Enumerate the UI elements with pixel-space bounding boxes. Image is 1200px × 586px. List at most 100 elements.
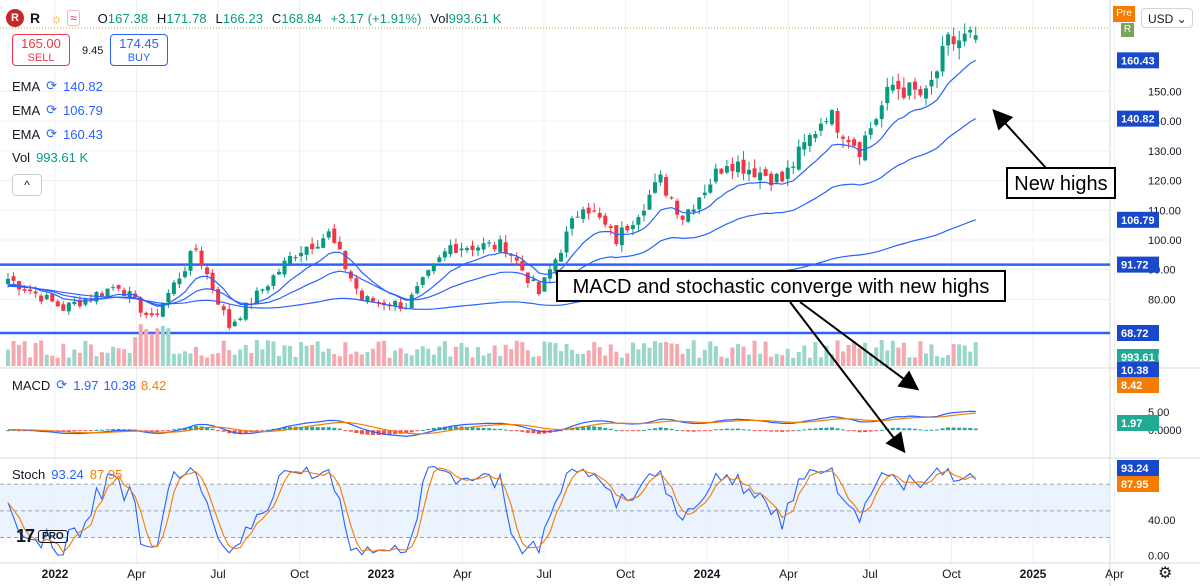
volume-bar [802, 345, 807, 366]
macd-hist-bar [752, 430, 757, 432]
volume-bar [100, 352, 105, 366]
macd-hist-bar [702, 430, 707, 432]
macd-hist-bar [841, 429, 846, 431]
candle [182, 271, 187, 278]
macd-settings-icon[interactable]: ⟳ [56, 377, 68, 392]
macd-hist-bar [769, 430, 774, 432]
macd-legend[interactable]: MACD ⟳ 1.97 10.38 8.42 [12, 377, 167, 393]
candle [747, 169, 752, 175]
signal-line [7, 412, 976, 435]
candle [476, 247, 481, 251]
macd-hist-bar [393, 430, 398, 435]
candle [39, 295, 44, 302]
macd-hist-bar [387, 430, 392, 435]
session-chip[interactable]: ☼ ≈ [50, 10, 80, 26]
candle [885, 86, 890, 104]
candle [536, 281, 541, 295]
stochastic-pane [0, 465, 1110, 556]
hist-label: 1.97 [1121, 418, 1142, 430]
stoch-k-line [7, 465, 977, 556]
candle [88, 299, 93, 301]
stoch-legend[interactable]: Stoch 93.24 87.95 [12, 467, 123, 482]
volume-bar [387, 357, 392, 366]
time-axis[interactable]: 2022 Apr Jul Oct 2023 Apr Jul Oct 2024 Apr Jul Oct 2… [42, 567, 1124, 581]
macd-hist-bar [625, 430, 630, 432]
candle [6, 278, 10, 284]
volume-bar [453, 346, 458, 366]
volume-bar [586, 350, 591, 366]
candle [923, 88, 928, 99]
volume-bar [94, 356, 99, 366]
volume-bar [265, 340, 270, 366]
macd-hist-bar [536, 430, 541, 434]
candle [243, 302, 248, 320]
candle [188, 251, 193, 271]
candle [957, 40, 962, 49]
candle [271, 275, 276, 286]
candle [160, 303, 165, 317]
volume-bar [774, 354, 779, 366]
macd-hist-bar [802, 429, 807, 431]
time-tick: 2024 [694, 567, 721, 581]
volume-bar [702, 349, 707, 366]
volume-bar [221, 340, 226, 366]
volume-bar [603, 355, 608, 366]
ema-settings-icon[interactable]: ⟳ [46, 126, 58, 141]
price-axis[interactable]: 80.0090.00100.00110.00120.00130.00140.00… [1117, 52, 1182, 562]
volume-bar [39, 340, 44, 366]
candle [166, 292, 171, 303]
candle [575, 216, 580, 218]
price-tick: 130.00 [1148, 146, 1182, 158]
volume-bar [409, 355, 414, 366]
volume-bar [44, 354, 49, 366]
volume-bar [155, 328, 160, 366]
macd-hist-bar [160, 430, 165, 432]
volume-legend[interactable]: Vol 993.61 K [12, 150, 89, 165]
volume-bar [199, 355, 204, 366]
candle [581, 209, 586, 220]
candle [796, 146, 801, 170]
macd-hist-bar [829, 427, 834, 431]
volume-bar [946, 354, 951, 366]
volume-bar [404, 353, 409, 366]
candle [752, 168, 757, 178]
collapse-legend-button[interactable]: ^ [12, 174, 42, 196]
macd-hist-bar [492, 428, 497, 431]
ema-settings-icon[interactable]: ⟳ [46, 78, 58, 93]
macd-hist-bar [232, 430, 237, 434]
candle [780, 171, 785, 182]
ema-settings-icon[interactable]: ⟳ [46, 102, 58, 117]
volume-bar [636, 349, 641, 366]
ema-legend-1[interactable]: EMA ⟳ 140.82 [12, 78, 103, 94]
ema-legend-2[interactable]: EMA ⟳ 106.79 [12, 102, 103, 118]
buy-button[interactable]: 174.45 BUY [110, 34, 168, 66]
macd-hist-bar [968, 427, 973, 431]
price-tick: 150.00 [1148, 86, 1182, 98]
macd-hist-bar [586, 426, 591, 431]
macd-hist-bar [288, 426, 293, 431]
ema-legend-3[interactable]: EMA ⟳ 160.43 [12, 126, 103, 142]
price-tick: 80.00 [1148, 294, 1176, 306]
macd-arrow [799, 301, 920, 391]
gear-icon[interactable]: ⚙ [1158, 565, 1173, 582]
macd-hist-bar [708, 430, 713, 432]
currency-selector[interactable]: USD ⌄ [1141, 8, 1193, 28]
macd-hist-bar [265, 429, 270, 431]
time-tick: Oct [942, 567, 961, 581]
volume-bar [708, 341, 713, 366]
macd-hist-bar [807, 428, 812, 431]
stoch-k-label-bg [1117, 460, 1159, 476]
macd-hist-bar [918, 429, 923, 431]
candle [592, 210, 597, 212]
macd-hist-bar [813, 428, 818, 431]
volume-bar [171, 353, 176, 366]
candle [293, 257, 298, 259]
symbol-name[interactable]: R [30, 10, 41, 26]
volume-bar [476, 347, 481, 366]
macd-hist-bar [653, 428, 658, 431]
candle [774, 173, 779, 183]
volume-bar [72, 349, 77, 366]
sell-button[interactable]: 165.00 SELL [12, 34, 70, 66]
volume-bar [912, 357, 917, 366]
